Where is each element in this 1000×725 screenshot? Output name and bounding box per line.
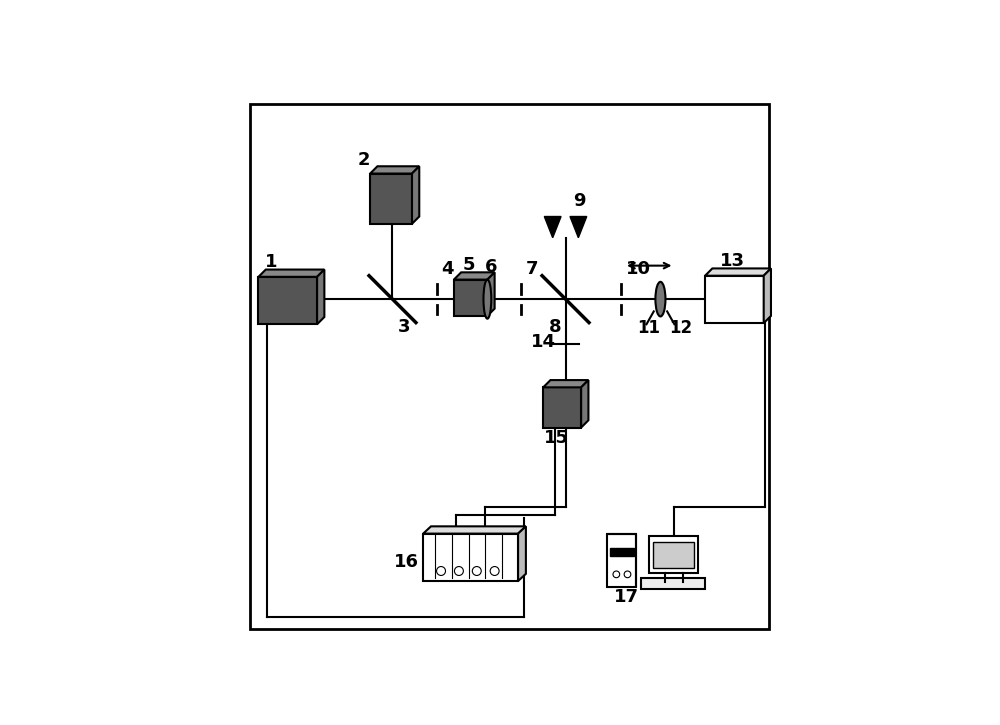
Polygon shape — [423, 526, 526, 534]
Text: 14: 14 — [531, 333, 556, 351]
Bar — [423, 534, 518, 581]
Text: 7: 7 — [525, 260, 538, 278]
Text: 15: 15 — [544, 429, 569, 447]
Bar — [454, 280, 487, 316]
Polygon shape — [544, 217, 561, 238]
Circle shape — [454, 566, 463, 576]
Text: 5: 5 — [462, 255, 475, 273]
Ellipse shape — [483, 280, 491, 319]
Polygon shape — [518, 526, 526, 581]
Bar — [258, 277, 317, 324]
Text: 17: 17 — [614, 588, 639, 605]
Bar — [653, 542, 694, 568]
Text: 13: 13 — [720, 252, 745, 270]
Polygon shape — [487, 273, 495, 316]
Text: 1: 1 — [265, 253, 278, 270]
Bar — [370, 173, 412, 224]
Circle shape — [437, 566, 446, 576]
Text: 11: 11 — [637, 318, 660, 336]
Polygon shape — [705, 268, 771, 276]
Text: 10: 10 — [626, 260, 651, 278]
Text: 4: 4 — [442, 260, 454, 278]
Circle shape — [613, 571, 620, 578]
Circle shape — [490, 566, 499, 576]
Bar — [610, 548, 634, 556]
Text: 3: 3 — [398, 318, 411, 336]
Polygon shape — [412, 166, 419, 224]
Text: 12: 12 — [669, 318, 692, 336]
Polygon shape — [317, 270, 324, 324]
Bar — [607, 534, 636, 587]
Text: 6: 6 — [485, 258, 497, 276]
Polygon shape — [258, 270, 324, 277]
Text: 9: 9 — [573, 192, 586, 210]
Polygon shape — [581, 380, 588, 428]
Polygon shape — [764, 268, 771, 323]
Polygon shape — [370, 166, 419, 173]
Text: 16: 16 — [394, 553, 419, 571]
Bar — [641, 579, 705, 589]
Text: 2: 2 — [358, 151, 370, 169]
Bar — [649, 536, 698, 573]
Text: 8: 8 — [549, 318, 561, 336]
Bar — [705, 276, 764, 323]
Ellipse shape — [655, 282, 665, 316]
Circle shape — [472, 566, 481, 576]
Polygon shape — [570, 217, 587, 238]
Bar — [543, 387, 581, 428]
Circle shape — [624, 571, 631, 578]
Polygon shape — [543, 380, 588, 387]
Polygon shape — [454, 273, 495, 280]
